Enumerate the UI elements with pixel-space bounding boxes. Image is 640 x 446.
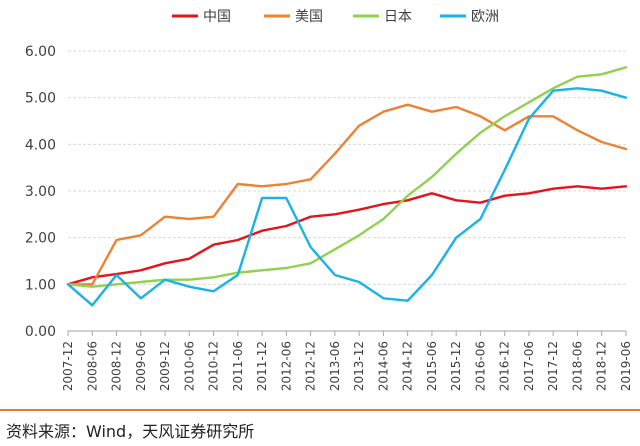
y-tick-label: 2.00 — [25, 231, 56, 247]
series-lines — [66, 66, 628, 307]
y-tick-label: 3.00 — [25, 184, 56, 200]
x-tick-label: 2014-12 — [401, 341, 415, 391]
series-line — [66, 185, 628, 286]
x-tick-label: 2010-12 — [207, 341, 221, 391]
y-tick-label: 1.00 — [25, 277, 56, 293]
x-tick-label: 2010-06 — [182, 341, 196, 391]
x-tick-label: 2012-12 — [304, 341, 318, 391]
x-tick-label: 2018-12 — [595, 341, 609, 391]
x-tick-label: 2015-06 — [425, 341, 439, 391]
legend-label: 中国 — [203, 9, 231, 25]
y-tick-label: 0.00 — [25, 324, 56, 340]
x-tick-label: 2008-12 — [110, 341, 124, 391]
legend-label: 日本 — [384, 9, 412, 25]
x-tick-label: 2015-12 — [449, 341, 463, 391]
grid — [68, 50, 626, 285]
source-divider — [0, 409, 640, 411]
x-axis: 2007-12 2008-06 2008-12 2009-06 2009-12 2010-… — [61, 330, 633, 391]
y-tick-label: 6.00 — [25, 44, 56, 60]
series-line — [66, 103, 628, 286]
x-tick-label: 2011-12 — [255, 341, 269, 391]
y-tick-label: 4.00 — [25, 137, 56, 153]
x-tick-label: 2011-06 — [231, 341, 245, 391]
line-chart: 中国 美国 日本 欧洲 0.00 1.00 2.00 3.00 4.00 5.00 6.00 20… — [25, 9, 633, 391]
legend: 中国 美国 日本 欧洲 — [172, 9, 499, 25]
legend-label: 美国 — [295, 9, 323, 25]
y-axis: 0.00 1.00 2.00 3.00 4.00 5.00 6.00 — [25, 44, 56, 340]
y-tick-label: 5.00 — [25, 91, 56, 107]
x-tick-label: 2013-12 — [352, 341, 366, 391]
source-note: 资料来源：Wind，天风证券研究所 — [6, 422, 255, 441]
x-tick-label: 2007-12 — [61, 341, 75, 391]
series-line — [66, 87, 628, 307]
x-tick-label: 2008-06 — [85, 341, 99, 391]
series-line — [66, 66, 628, 288]
x-tick-label: 2016-12 — [498, 341, 512, 391]
x-tick-label: 2018-06 — [570, 341, 584, 391]
x-tick-label: 2012-06 — [279, 341, 293, 391]
x-tick-label: 2017-06 — [522, 341, 536, 391]
x-tick-label: 2019-06 — [619, 341, 633, 391]
legend-label: 欧洲 — [471, 9, 499, 25]
x-tick-label: 2017-12 — [546, 341, 560, 391]
x-tick-label: 2013-06 — [328, 341, 342, 391]
x-tick-label: 2009-06 — [134, 341, 148, 391]
x-tick-label: 2014-06 — [376, 341, 390, 391]
x-tick-label: 2016-06 — [473, 341, 487, 391]
x-tick-label: 2009-12 — [158, 341, 172, 391]
